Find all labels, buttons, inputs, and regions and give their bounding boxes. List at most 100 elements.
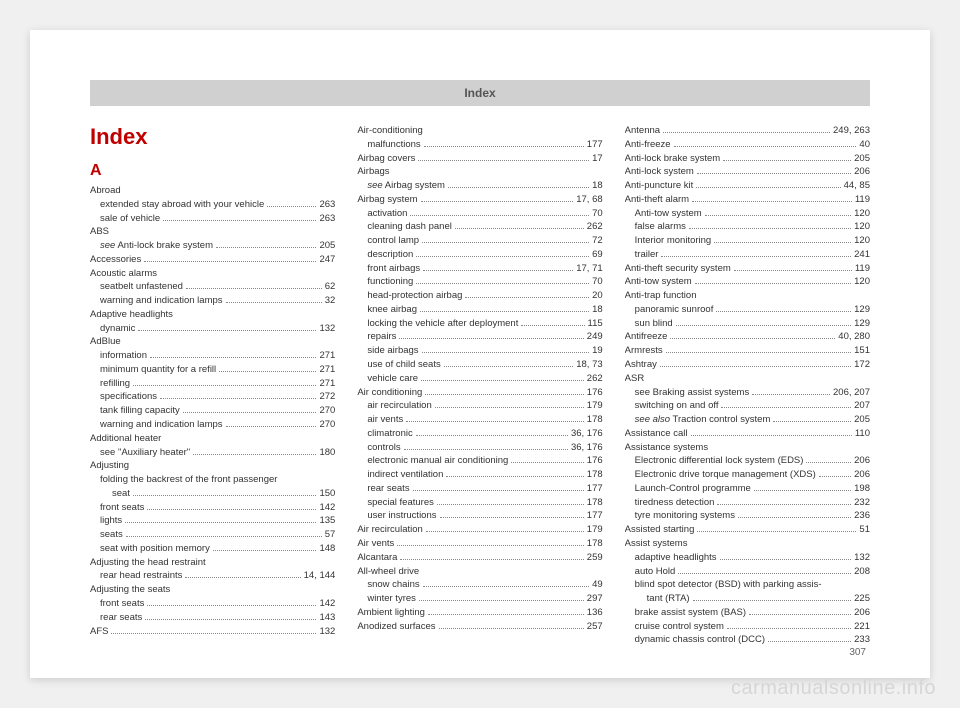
leader-dots [716,311,851,312]
index-entry: extended stay abroad with your vehicle26… [90,198,335,212]
entry-label: winter tyres [367,592,416,606]
index-entry: tiredness detection232 [625,496,870,510]
entry-page: 178 [587,413,603,427]
leader-dots [410,215,589,216]
leader-dots [754,490,851,491]
entry-label: activation [367,207,407,221]
entry-label: Anti-lock system [625,165,694,179]
index-entry: Adjusting [90,459,335,473]
entry-label: Ashtray [625,358,657,372]
index-entry: Abroad [90,184,335,198]
index-entry: air recirculation179 [357,399,602,413]
index-entry: climatronic36, 176 [357,427,602,441]
entry-label: description [367,248,413,262]
entry-label: Anti-trap function [625,289,697,303]
entry-page: 119 [855,262,870,276]
leader-dots [666,352,851,353]
leader-dots [773,421,851,422]
leader-dots [465,297,589,298]
entry-label: seat with position memory [100,542,210,556]
entry-label: controls [367,441,400,455]
leader-dots [691,435,852,436]
leader-dots [147,509,316,510]
leader-dots [219,371,316,372]
leader-dots [752,394,830,395]
index-entry: All-wheel drive [357,565,602,579]
entry-page: 297 [587,592,603,606]
entry-label: tyre monitoring systems [635,509,735,523]
entry-page: 249 [587,330,603,344]
leader-dots [727,628,851,629]
entry-label: switching on and off [635,399,719,413]
index-entry: refilling271 [90,377,335,391]
index-entry: side airbags19 [357,344,602,358]
entry-label: minimum quantity for a refill [100,363,216,377]
leader-dots [163,220,316,221]
index-entry: Assist systems [625,537,870,551]
leader-dots [693,600,852,601]
entry-label: Anodized surfaces [357,620,435,634]
index-entry: Electronic differential lock system (EDS… [625,454,870,468]
entry-label: special features [367,496,434,510]
entry-label: use of child seats [367,358,440,372]
entry-page: 177 [587,482,603,496]
entry-label: Alcantara [357,551,397,565]
leader-dots [768,641,851,642]
entry-label: Airbag covers [357,152,415,166]
index-title: Index [90,124,335,150]
index-entry: folding the backrest of the front passen… [90,473,335,487]
index-entry: Anti-lock brake system205 [625,152,870,166]
entry-page: 263 [319,198,335,212]
entry-page: 51 [859,523,870,537]
entry-page: 40 [859,138,870,152]
entry-page: 208 [854,565,870,579]
entry-page: 179 [587,399,603,413]
index-entry: Air recirculation179 [357,523,602,537]
entry-page: 120 [854,275,870,289]
entry-page: 120 [854,234,870,248]
leader-dots [399,338,583,339]
leader-dots [423,270,573,271]
entry-page: 142 [319,597,335,611]
entry-label: indirect ventilation [367,468,443,482]
entry-label: panoramic sunroof [635,303,714,317]
index-entry: lights135 [90,514,335,528]
entry-label: head-protection airbag [367,289,462,303]
index-entry: air vents178 [357,413,602,427]
leader-dots [426,531,584,532]
entry-label: ASR [625,372,645,386]
index-entry: cleaning dash panel262 [357,220,602,234]
index-entry: Anti-tow system120 [625,207,870,221]
leader-dots [695,283,851,284]
index-column-1: IndexAAbroadextended stay abroad with yo… [90,124,335,647]
index-entry: electronic manual air conditioning176 [357,454,602,468]
entry-label: dynamic chassis control (DCC) [635,633,765,647]
index-entry: description69 [357,248,602,262]
index-entry: malfunctions177 [357,138,602,152]
leader-dots [418,160,589,161]
entry-page: 176 [587,454,603,468]
entry-label: Launch-Control programme [635,482,751,496]
entry-label: Ambient lighting [357,606,425,620]
index-entry: user instructions177 [357,509,602,523]
entry-label: see Airbag system [367,179,445,193]
index-entry: false alarms120 [625,220,870,234]
index-entry: switching on and off207 [625,399,870,413]
index-entry: Alcantara 259 [357,551,602,565]
entry-page: 259 [587,551,603,565]
index-entry: locking the vehicle after deployment115 [357,317,602,331]
leader-dots [738,517,851,518]
leader-dots [404,449,568,450]
entry-page: 17, 71 [576,262,602,276]
entry-label: Air vents [357,537,394,551]
index-entry: front seats142 [90,597,335,611]
entry-label: Anti-lock brake system [625,152,721,166]
entry-page: 271 [319,363,335,377]
index-entry: Ashtray172 [625,358,870,372]
leader-dots [448,187,589,188]
index-entry: tank filling capacity270 [90,404,335,418]
index-entry: Acoustic alarms [90,267,335,281]
entry-label: Adaptive headlights [90,308,173,322]
entry-label: rear seats [367,482,409,496]
entry-label: snow chains [367,578,419,592]
